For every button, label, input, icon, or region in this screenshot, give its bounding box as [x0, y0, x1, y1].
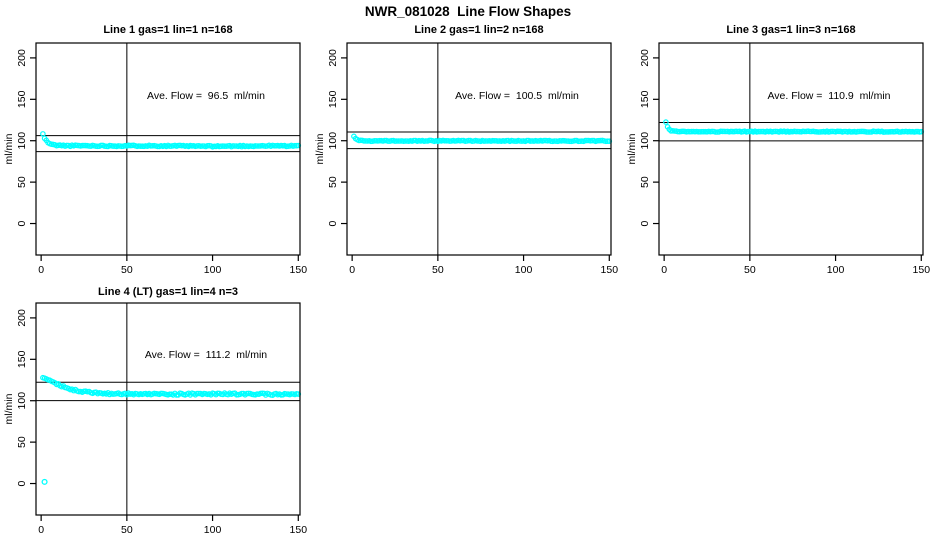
- panel-line-1: Line 1 gas=1 lin=1 n=168 Ave. Flow = 96.…: [0, 20, 313, 280]
- x-tick-label: 150: [601, 264, 619, 276]
- y-tick-label: 0: [16, 480, 28, 486]
- panel-4-title: Line 4 (LT) gas=1 lin=4 n=3: [97, 286, 239, 298]
- y-tick-label: 150: [639, 90, 651, 108]
- y-tick-label: 200: [16, 309, 28, 327]
- y-tick-label: 50: [327, 176, 339, 188]
- data-point: [589, 137, 595, 144]
- data-point: [98, 142, 104, 149]
- y-axis-label: ml/min: [3, 133, 15, 164]
- x-tick-label: 100: [204, 524, 222, 536]
- x-tick-label: 100: [515, 264, 533, 276]
- x-tick-label: 0: [38, 524, 44, 536]
- y-axis-label: ml/min: [3, 393, 15, 424]
- x-tick-label: 100: [827, 264, 845, 276]
- y-tick-label: 0: [327, 220, 339, 226]
- y-tick-label: 100: [327, 132, 339, 150]
- panel-line-3: Line 3 gas=1 lin=3 n=168 Ave. Flow = 110…: [623, 20, 936, 280]
- x-tick-label: 50: [121, 264, 133, 276]
- x-tick-label: 150: [913, 264, 931, 276]
- y-tick-label: 150: [16, 90, 28, 108]
- x-tick-label: 0: [349, 264, 355, 276]
- data-point: [361, 138, 367, 144]
- data-point: [194, 390, 200, 397]
- y-tick-label: 200: [639, 49, 651, 67]
- panel-4-ave-flow-annotation: Ave. Flow = 111.2 ml/min: [144, 349, 268, 361]
- y-tick-label: 100: [639, 132, 651, 150]
- x-tick-label: 150: [290, 524, 308, 536]
- panel-2-ave-flow-annotation: Ave. Flow = 100.5 ml/min: [455, 90, 579, 102]
- plot-box: [658, 42, 924, 256]
- x-tick-label: 50: [744, 264, 756, 276]
- panel-line-2: Line 2 gas=1 lin=2 n=168 Ave. Flow = 100…: [311, 20, 624, 280]
- y-tick-label: 150: [327, 90, 339, 108]
- x-tick-label: 50: [121, 524, 133, 536]
- y-axis-label: ml/min: [626, 133, 638, 164]
- panel-3-plot: 0 50 100 150 200 0 50 100 150 ml/min: [626, 42, 931, 276]
- y-tick-label: 50: [16, 436, 28, 448]
- y-tick-label: 50: [16, 176, 28, 188]
- y-tick-label: 100: [16, 132, 28, 150]
- data-point: [254, 143, 260, 149]
- y-axis-label: ml/min: [314, 133, 326, 164]
- plot-box: [35, 302, 301, 516]
- panel-line-4: Line 4 (LT) gas=1 lin=4 n=3 Ave. Flow = …: [0, 280, 313, 540]
- panel-1-plot: 0 50 100 150 200 0 50 100 150 ml/min: [3, 42, 308, 276]
- plot-box: [35, 42, 301, 256]
- data-point: [385, 138, 391, 144]
- outlier-point: [41, 478, 48, 485]
- page-title: NWR_081028 Line Flow Shapes: [364, 4, 572, 19]
- panel-2-plot: 0 50 100 150 200 0 50 100 150 ml/min: [314, 42, 619, 276]
- x-tick-label: 0: [661, 264, 667, 276]
- panel-4-plot: 0 50 100 150 200 0 50 100 150 ml/min: [3, 302, 308, 536]
- data-point: [110, 143, 116, 149]
- x-tick-label: 150: [290, 264, 308, 276]
- y-tick-label: 100: [16, 392, 28, 410]
- x-tick-label: 0: [38, 264, 44, 276]
- y-tick-label: 0: [16, 220, 28, 226]
- y-tick-label: 200: [16, 49, 28, 67]
- y-tick-label: 50: [639, 176, 651, 188]
- panel-3-ave-flow-annotation: Ave. Flow = 110.9 ml/min: [767, 90, 891, 102]
- x-tick-label: 100: [204, 264, 222, 276]
- data-point: [841, 128, 847, 135]
- panel-3-title: Line 3 gas=1 lin=3 n=168: [726, 24, 856, 36]
- plot-box: [346, 42, 612, 256]
- data-point: [663, 119, 669, 125]
- y-tick-label: 200: [327, 49, 339, 67]
- data-point: [913, 128, 919, 135]
- y-tick-label: 0: [639, 220, 651, 226]
- data-point: [865, 129, 871, 135]
- x-tick-label: 50: [432, 264, 444, 276]
- panel-1-ave-flow-annotation: Ave. Flow = 96.5 ml/min: [147, 90, 265, 102]
- y-tick-label: 150: [16, 350, 28, 368]
- panel-1-title: Line 1 gas=1 lin=1 n=168: [103, 24, 233, 36]
- panel-2-title: Line 2 gas=1 lin=2 n=168: [414, 24, 544, 36]
- data-point: [40, 131, 46, 137]
